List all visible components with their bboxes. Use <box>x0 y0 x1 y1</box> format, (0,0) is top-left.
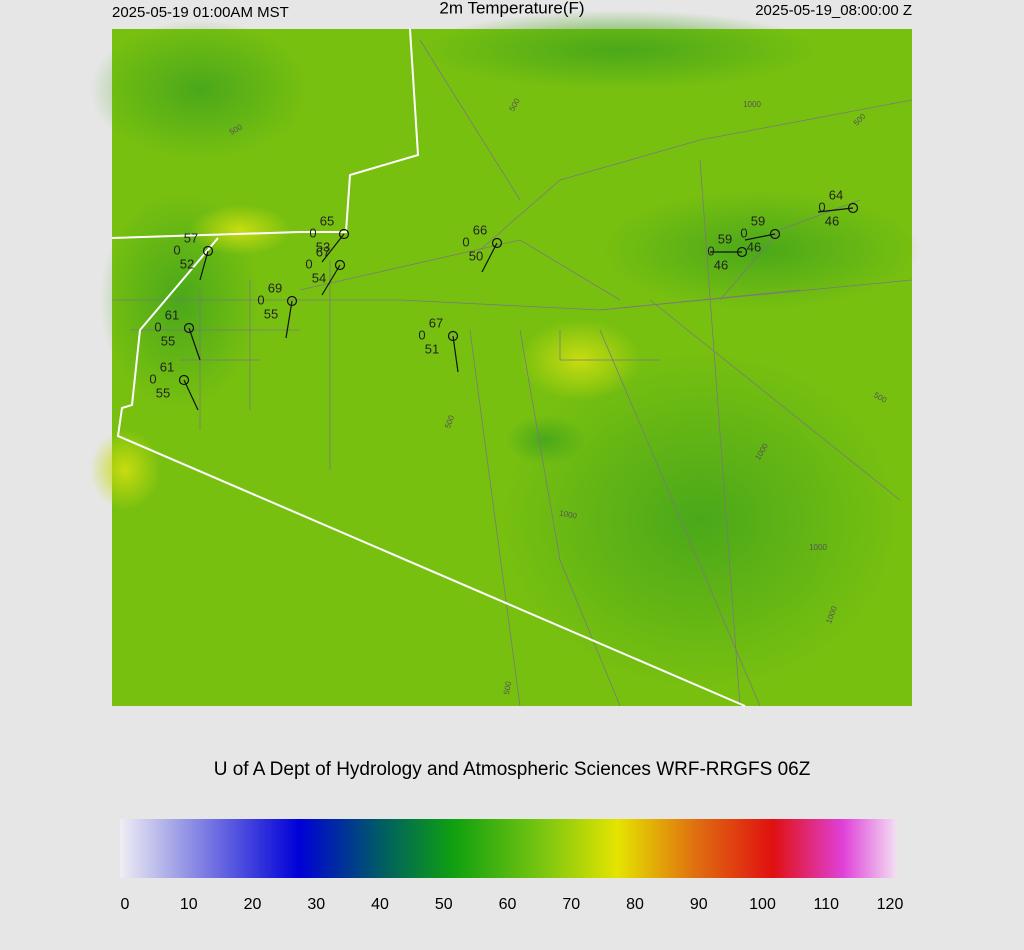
contour-label: 1000 <box>809 543 827 552</box>
cloud-cover: 0 <box>462 234 469 249</box>
wind-barb <box>481 242 498 273</box>
cloud-cover: 0 <box>818 199 825 214</box>
temperature: 64 <box>829 187 843 202</box>
station-circle <box>847 202 859 214</box>
colorbar-tick-label: 30 <box>307 896 325 913</box>
wind-barb <box>183 379 199 411</box>
temperature: 67 <box>429 315 443 330</box>
colorbar-tick-label: 90 <box>690 896 708 913</box>
utc-time: 2025-05-19_08:00:00 Z <box>755 2 912 19</box>
station-circle <box>491 237 503 249</box>
station: 69 055 <box>257 280 298 339</box>
colorbar-tick-label: 80 <box>626 896 644 913</box>
dewpoint: 55 <box>161 333 175 348</box>
temperature: 66 <box>473 222 487 237</box>
temperature: 61 <box>165 307 179 322</box>
dewpoint: 50 <box>469 248 483 263</box>
stations: 5705265053670546905561055610556705166050… <box>149 187 859 411</box>
temperature: 59 <box>718 231 732 246</box>
dewpoint: 52 <box>180 256 194 271</box>
map <box>90 10 920 707</box>
temperature: 59 <box>751 213 765 228</box>
colorbar-tick-label: 20 <box>244 896 262 913</box>
temperature: 69 <box>268 280 282 295</box>
station-circle <box>769 228 781 240</box>
dewpoint: 55 <box>264 306 278 321</box>
contour-label: 1000 <box>559 509 579 521</box>
colorbar-tick-label: 110 <box>813 896 839 913</box>
colorbar-tick-label: 50 <box>435 896 453 913</box>
contour-label: 500 <box>443 414 456 430</box>
station: 64 046 <box>817 187 859 228</box>
wind-barb <box>817 207 854 213</box>
station: 59 046 <box>740 213 781 254</box>
colorbar-tick-label: 120 <box>877 896 904 913</box>
wind-barb <box>321 264 341 296</box>
cloud-cover: 0 <box>707 243 714 258</box>
footer-credit: U of A Dept of Hydrology and Atmospheric… <box>214 759 811 780</box>
colorbar-tick-label: 60 <box>499 896 517 913</box>
station: 65 053 <box>309 213 350 263</box>
dewpoint: 53 <box>316 239 330 254</box>
wind-barb <box>285 300 293 339</box>
cloud-cover: 0 <box>305 256 312 271</box>
contour-label: 1000 <box>743 100 761 109</box>
station-circle <box>736 246 748 258</box>
dewpoint: 55 <box>156 385 170 400</box>
colorbar-tick-label: 10 <box>180 896 198 913</box>
station: 66 050 <box>462 222 503 273</box>
station-circle <box>338 228 350 240</box>
cloud-cover: 0 <box>257 292 264 307</box>
dewpoint: 54 <box>312 270 326 285</box>
cloud-cover: 0 <box>740 225 747 240</box>
wind-barb <box>321 233 345 263</box>
colorbar <box>120 819 897 878</box>
temperature: 61 <box>160 359 174 374</box>
cloud-cover: 0 <box>309 225 316 240</box>
temperature: 57 <box>184 230 198 245</box>
station-circle <box>202 245 214 257</box>
temperature: 67 <box>316 244 330 259</box>
local-time: 2025-05-19 01:00AM MST <box>112 4 289 21</box>
colorbar-tick-label: 100 <box>749 896 776 913</box>
cloud-cover: 0 <box>154 319 161 334</box>
colorbar-tick-label: 0 <box>121 896 130 913</box>
cloud-cover: 0 <box>418 327 425 342</box>
station-circle <box>447 330 459 342</box>
wind-barb <box>188 327 201 361</box>
cloud-cover: 0 <box>173 242 180 257</box>
station-circle <box>334 259 346 271</box>
station: 59 046 <box>707 231 748 272</box>
dewpoint: 51 <box>425 341 439 356</box>
dewpoint: 46 <box>825 213 839 228</box>
dewpoint: 46 <box>747 239 761 254</box>
station: 61 055 <box>154 307 201 361</box>
colorbar-ticks: 0 10 20 30 40 50 60 70 80 90 100 110 120 <box>121 896 904 913</box>
colorbar-tick-label: 40 <box>371 896 389 913</box>
colorbar-tick-label: 70 <box>562 896 580 913</box>
wind-barb <box>452 335 459 373</box>
station: 67 054 <box>305 244 346 296</box>
station-circle <box>178 374 190 386</box>
dewpoint: 46 <box>714 257 728 272</box>
station: 67 051 <box>418 315 459 373</box>
cloud-cover: 0 <box>149 371 156 386</box>
station: 61 055 <box>149 359 199 411</box>
station-circle <box>183 322 195 334</box>
station: 57 052 <box>173 230 214 281</box>
temperature: 65 <box>320 213 334 228</box>
contour-label: 500 <box>502 680 513 695</box>
station-circle <box>286 295 298 307</box>
